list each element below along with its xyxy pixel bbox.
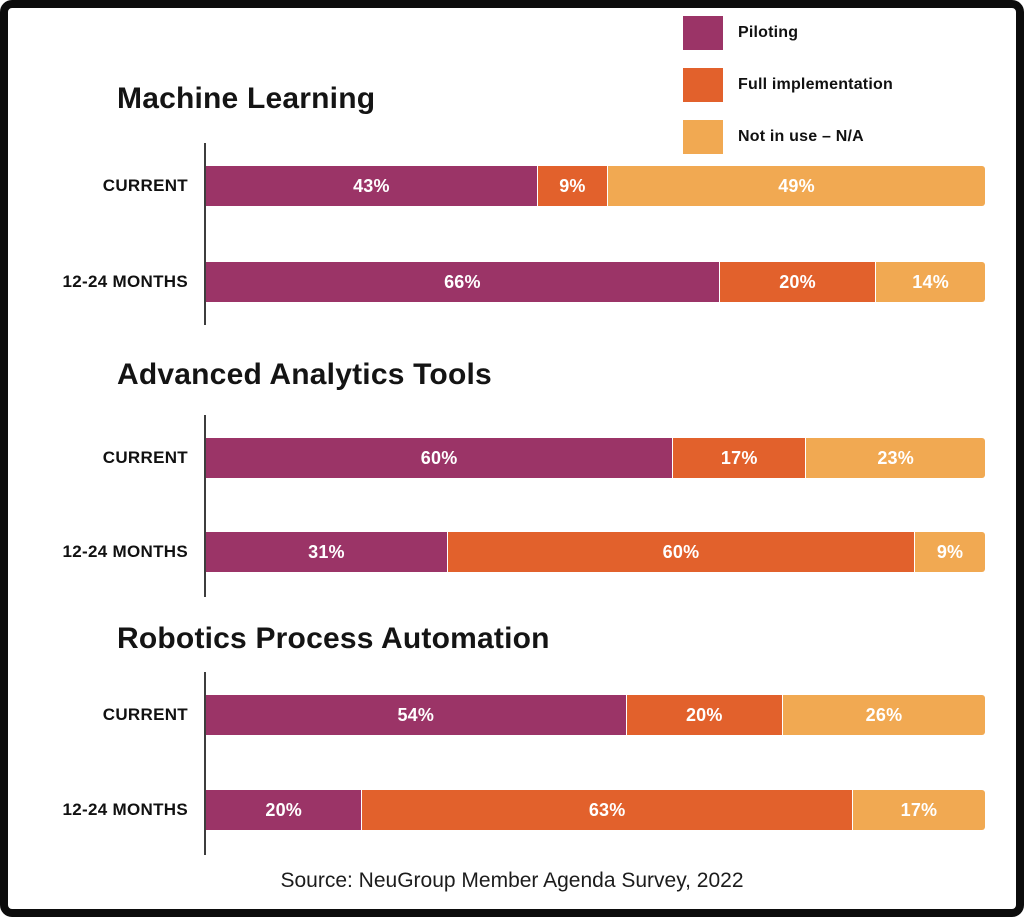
bar-segment-piloting: 60% xyxy=(206,438,673,478)
bar-segment-piloting: 20% xyxy=(206,790,362,830)
bar-segment-piloting: 43% xyxy=(206,166,537,206)
legend-label-full-implementation: Full implementation xyxy=(738,76,893,93)
bar-segment-full-implementation: 60% xyxy=(447,532,915,572)
row-label: 12-24 MONTHS xyxy=(62,542,188,561)
segment-value-label: 20% xyxy=(685,704,723,725)
bar-segment-full-implementation: 17% xyxy=(673,438,806,478)
legend-label-not-in-use: Not in use – N/A xyxy=(738,128,864,145)
axis-line xyxy=(204,672,206,855)
segment-value-label: 9% xyxy=(936,541,964,562)
bar-segment-not-in-use: 26% xyxy=(782,695,985,735)
segment-value-label: 20% xyxy=(779,271,816,292)
legend-item-not-in-use: Not in use – N/A xyxy=(683,120,893,154)
bar-segment-full-implementation: 20% xyxy=(626,695,782,735)
legend-item-piloting: Piloting xyxy=(683,16,893,50)
segment-value-label: 17% xyxy=(720,447,758,468)
segment-value-label: 17% xyxy=(900,799,938,820)
segment-value-label: 14% xyxy=(912,271,949,292)
row-label: CURRENT xyxy=(102,705,188,724)
not-in-use-color-swatch xyxy=(683,120,723,154)
legend: Piloting Full implementation Not in use … xyxy=(683,16,893,172)
segment-value-label: 26% xyxy=(865,704,903,725)
bar-segment-not-in-use: 23% xyxy=(806,438,985,478)
segment-value-label: 60% xyxy=(420,447,458,468)
bar-segment-full-implementation: 20% xyxy=(719,262,876,302)
section-title: Machine Learning xyxy=(117,82,376,115)
bar-segment-full-implementation: 63% xyxy=(362,790,852,830)
segment-value-label: 54% xyxy=(397,704,435,725)
source-caption: Source: NeuGroup Member Agenda Survey, 2… xyxy=(280,869,744,892)
bar-segment-piloting: 31% xyxy=(206,532,447,572)
segment-value-label: 43% xyxy=(353,175,390,196)
row-label: 12-24 MONTHS xyxy=(62,272,188,291)
segment-value-label: 66% xyxy=(444,271,481,292)
segment-value-label: 49% xyxy=(778,175,815,196)
stacked-bar: 54% 20% 26% xyxy=(206,695,985,735)
bar-segment-piloting: 66% xyxy=(206,262,719,302)
bar-segment-not-in-use: 49% xyxy=(608,166,985,206)
axis-line xyxy=(204,415,206,597)
section-title: Advanced Analytics Tools xyxy=(117,358,492,391)
bar-segment-not-in-use: 14% xyxy=(876,262,985,302)
piloting-color-swatch xyxy=(683,16,723,50)
legend-label-piloting: Piloting xyxy=(738,24,799,41)
full-implementation-color-swatch xyxy=(683,68,723,102)
segment-value-label: 31% xyxy=(308,541,345,562)
axis-line xyxy=(204,143,206,325)
section-title: Robotics Process Automation xyxy=(117,622,550,655)
segment-value-label: 20% xyxy=(265,799,303,820)
bar-segment-not-in-use: 9% xyxy=(915,532,986,572)
segment-value-label: 9% xyxy=(559,175,586,196)
stacked-bar: 43% 9% 49% xyxy=(206,166,985,206)
bar-segment-full-implementation: 9% xyxy=(537,166,608,206)
row-label: CURRENT xyxy=(102,448,188,467)
segment-value-label: 63% xyxy=(588,799,626,820)
segment-value-label: 60% xyxy=(662,541,700,562)
row-label: CURRENT xyxy=(102,176,188,195)
stacked-bar: 66% 20% 14% xyxy=(206,262,985,302)
stacked-bar: 20% 63% 17% xyxy=(206,790,986,830)
bar-segment-piloting: 54% xyxy=(206,695,626,735)
segment-value-label: 23% xyxy=(877,447,914,468)
legend-item-full-implementation: Full implementation xyxy=(683,68,893,102)
stacked-bar: 60% 17% 23% xyxy=(206,438,985,478)
bar-segment-not-in-use: 17% xyxy=(852,790,986,830)
row-label: 12-24 MONTHS xyxy=(62,800,188,819)
stacked-bar: 31% 60% 9% xyxy=(206,532,986,572)
